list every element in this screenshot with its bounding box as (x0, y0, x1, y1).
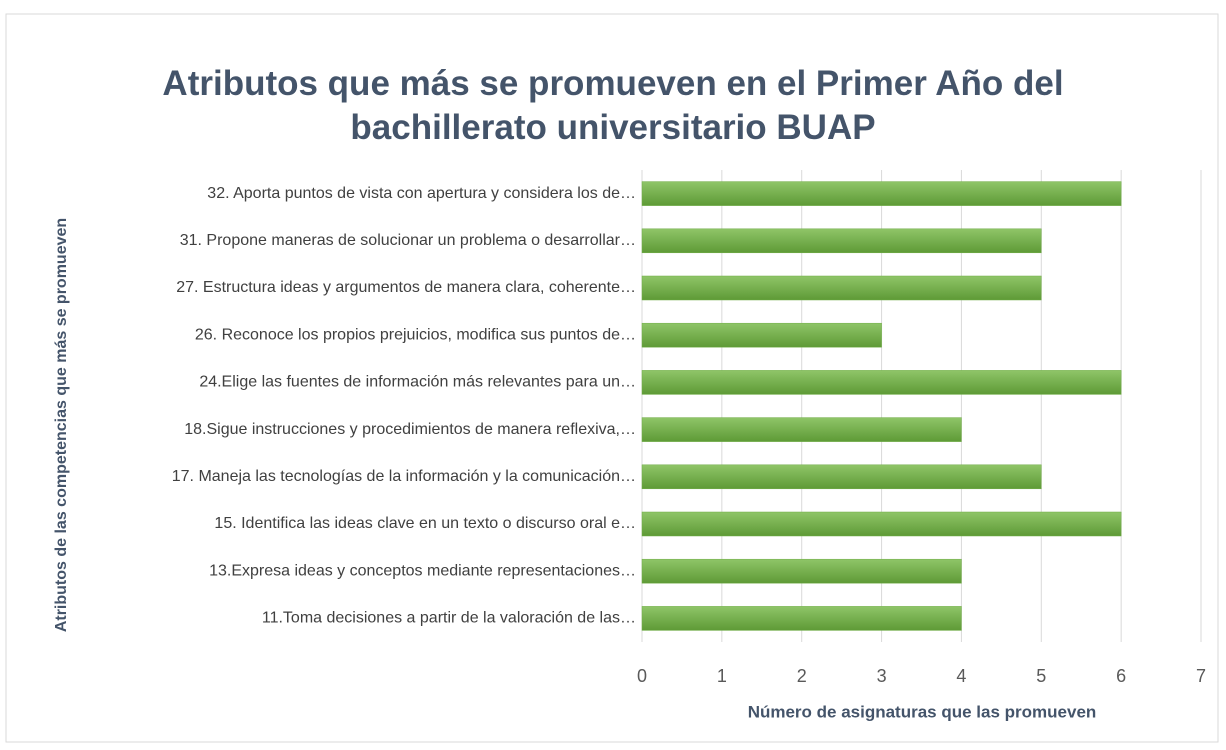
bar (641, 370, 1122, 395)
y-tick-label: 11.Toma decisiones a partir de la valora… (262, 610, 636, 627)
x-tick-label: 2 (797, 666, 807, 686)
y-tick-label: 26. Reconoce los propios prejuicios, mod… (195, 326, 636, 343)
y-axis-label: Atributos de las competencias que más se… (53, 218, 70, 632)
bar (641, 511, 1122, 537)
y-tick-label: 27. Estructura ideas y argumentos de man… (176, 279, 636, 296)
y-tick-label: 13.Expresa ideas y conceptos mediante re… (209, 562, 636, 579)
bar (641, 181, 1122, 206)
bar (641, 558, 962, 584)
x-tick-label: 1 (717, 666, 727, 686)
y-tick-label: 18.Sigue instrucciones y procedimientos … (184, 421, 636, 438)
x-tick-label: 3 (877, 666, 887, 686)
y-tick-label: 32. Aporta puntos de vista con apertura … (207, 185, 636, 202)
x-tick-label: 5 (1036, 666, 1046, 686)
y-tick-label: 15. Identifica las ideas clave en un tex… (214, 515, 636, 532)
bar (641, 606, 962, 631)
x-tick-label: 4 (956, 666, 966, 686)
x-tick-label: 6 (1116, 666, 1126, 686)
y-tick-label: 31. Propone maneras de solucionar un pro… (180, 232, 636, 249)
bar (641, 322, 882, 348)
y-tick-label: 24.Elige las fuentes de información más … (199, 374, 636, 391)
x-tick-label: 0 (637, 666, 647, 686)
bar (641, 464, 1042, 490)
x-tick-label: 7 (1196, 666, 1206, 686)
y-tick-label: 17. Maneja las tecnologías de la informa… (172, 468, 636, 485)
bar (641, 228, 1042, 254)
x-axis-label: Número de asignaturas que las promueven (748, 702, 1097, 721)
bar (641, 417, 962, 442)
bar (641, 275, 1042, 301)
chart-title: Atributos que más se promueven en el Pri… (162, 64, 1064, 147)
